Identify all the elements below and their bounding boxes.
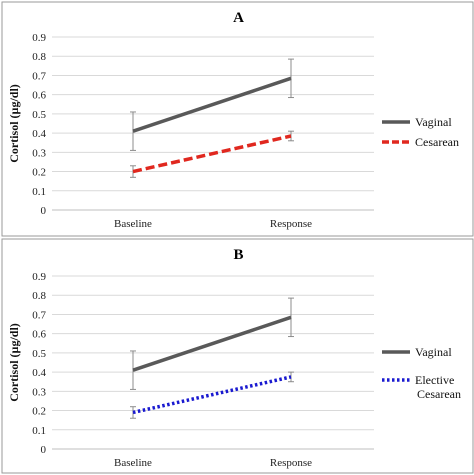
panel-a-ytick-label: 0	[41, 205, 47, 217]
panel-a-ytick-label: 0.1	[32, 186, 46, 198]
panel-a-ytick-label: 0.8	[32, 51, 46, 63]
panel-b-ytick-label: 0	[41, 444, 47, 456]
panel-a-xtick-label: Response	[270, 218, 312, 230]
panel-a-title: A	[233, 10, 244, 26]
panel-a-ytick-label: 0.3	[32, 147, 46, 159]
panel-a-ytick-label: 0.5	[32, 109, 46, 121]
panel-b-ytick-label: 0.3	[32, 386, 46, 398]
panel-b-ytick-label: 0.8	[32, 290, 46, 302]
panel-b-ytick-label: 0.9	[32, 271, 46, 283]
panel-a-series-cesarean-line	[132, 134, 292, 174]
panel-b-ytick-label: 0.1	[32, 425, 46, 437]
panel-b-series-elective-cesarean-legend-label: Elective	[415, 373, 454, 387]
panel-a-ytick-label: 0.7	[32, 70, 46, 82]
panel-b-ytick-label: 0.6	[32, 329, 46, 341]
panel-a-ytick-label: 0.2	[32, 167, 46, 179]
panel-a-ytick-label: 0.6	[32, 90, 46, 102]
panel-a-series-vaginal-legend-label: Vaginal	[415, 115, 452, 129]
panel-b-ytick-label: 0.7	[32, 309, 46, 321]
panel-b-frame	[1, 238, 474, 474]
panel-b-title: B	[233, 247, 243, 263]
panel-a-ytick-label: 0.4	[32, 128, 46, 140]
panel-b-xtick-label: Baseline	[114, 457, 152, 469]
panel-a: A 0 0.1 0.2 0.3 0.4 0.5 0.6 0.7 0.8 0.9 Baseline Res…	[1, 1, 474, 237]
panel-b-ytick-label: 0.5	[32, 348, 46, 360]
panel-b-series-vaginal-legend-label: Vaginal	[415, 345, 452, 359]
panel-b: B 0 0.1 0.2 0.3 0.4 0.5 0.6 0.7 0.8 0.9 Baseline Res…	[1, 238, 474, 474]
panel-a-series-vaginal	[130, 58, 294, 151]
panel-a-frame	[1, 1, 474, 237]
panel-a-series-cesarean-legend-label: Cesarean	[415, 135, 459, 149]
panel-b-series-vaginal	[130, 297, 294, 390]
panel-a-xtick-label: Baseline	[114, 218, 152, 230]
panel-b-ytick-label: 0.2	[32, 406, 46, 418]
panel-b-series-elective-cesarean-line	[132, 375, 292, 415]
panel-b-xtick-label: Response	[270, 457, 312, 469]
panel-b-series-elective-cesarean-legend-label: Cesarean	[417, 387, 461, 401]
panel-a-y-axis-label: Cortisol (µg/dl)	[7, 84, 21, 163]
panel-b-ytick-label: 0.4	[32, 367, 46, 379]
panel-a-ytick-label: 0.9	[32, 32, 46, 44]
panel-b-y-axis-label: Cortisol (µg/dl)	[7, 323, 21, 402]
panel-b-series-elective-cesarean	[130, 371, 294, 419]
panel-b-series-vaginal-line	[132, 315, 292, 372]
panel-a-series-vaginal-line	[132, 76, 292, 133]
panel-a-series-cesarean	[130, 130, 294, 178]
